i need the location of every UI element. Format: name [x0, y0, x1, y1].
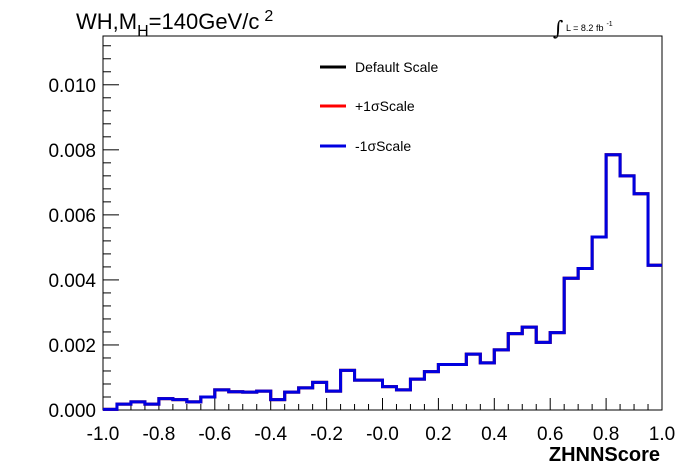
series-line-minus-1-sigma — [103, 153, 662, 411]
chart-title: WH,MH=140GeV/c 2 — [76, 8, 273, 40]
x-tick-label: 0.8 — [593, 424, 619, 445]
chart-title-main: WH,M — [76, 9, 137, 34]
x-axis: -1.0 -0.8 -0.6 -0.4 -0.2 -0.0 0.2 0.4 0.6 0.8 1.0 — [87, 398, 675, 445]
series-group — [103, 153, 662, 411]
y-tick-label: 0.006 — [48, 206, 96, 227]
x-axis-label: ZHNNScore — [549, 444, 660, 466]
x-tick-label: 0.4 — [481, 424, 508, 445]
y-tick-label: 0.008 — [48, 141, 96, 162]
lumi-label: L = 8.2 fb -1 — [566, 21, 613, 33]
y-tick-label: 0.010 — [48, 76, 96, 97]
plot-frame — [102, 35, 663, 411]
legend-label: -1σScale — [355, 138, 411, 154]
x-tick-label: -1.0 — [87, 424, 120, 445]
lumi-superscript: -1 — [606, 21, 612, 28]
x-tick-label: 1.0 — [649, 424, 675, 445]
x-tick-label: -0.0 — [366, 424, 399, 445]
y-axis: 0.000 0.002 0.004 0.006 0.008 0.010 — [48, 45, 119, 422]
chart-title-rest: =140GeV/c — [149, 9, 260, 34]
y-tick-label: 0.002 — [48, 336, 96, 357]
series-line-default-scale — [103, 153, 662, 411]
lumi-text: L = 8.2 fb — [566, 23, 603, 33]
x-tick-label: -0.4 — [254, 424, 287, 445]
legend-label: Default Scale — [355, 59, 438, 75]
x-tick-label: -0.6 — [198, 424, 231, 445]
x-tick-label: 0.6 — [537, 424, 563, 445]
legend-label: +1σScale — [355, 98, 415, 114]
y-tick-label: 0.004 — [48, 271, 96, 292]
series-line-plus-1-sigma — [103, 153, 662, 411]
x-tick-label: -0.2 — [310, 424, 343, 445]
x-tick-label: 0.2 — [425, 424, 451, 445]
chart-title-subscript: H — [137, 23, 149, 40]
lumi-integral-sign: ∫ — [553, 16, 563, 40]
y-tick-label: 0.000 — [48, 401, 96, 422]
legend: Default Scale +1σScale -1σScale — [320, 59, 438, 154]
chart-title-superscript: 2 — [264, 8, 273, 25]
x-tick-label: -0.8 — [143, 424, 176, 445]
